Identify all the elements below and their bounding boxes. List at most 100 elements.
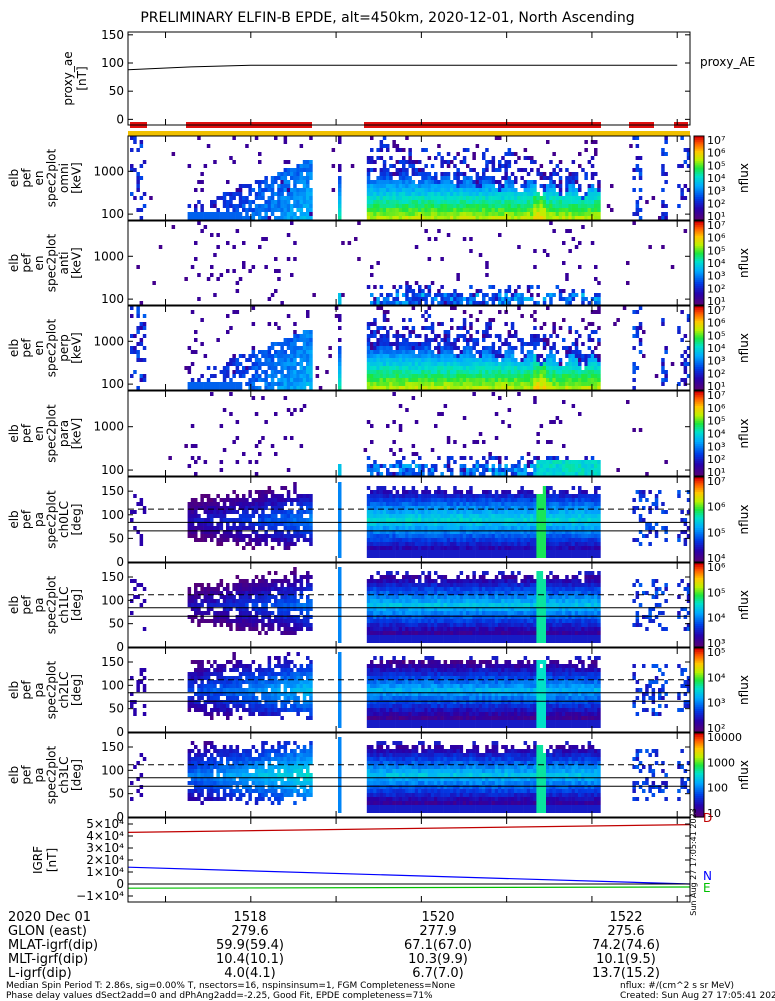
spectrogram-cell [494,362,499,366]
spectrogram-cell [194,212,198,216]
colorbar-cell [694,787,704,791]
spectrogram-cell [462,188,467,192]
spectrogram-cell [507,180,512,184]
pa-spectrogram-cell [187,522,192,526]
colorbar-cell [694,242,704,245]
pa-spectrogram-cell [248,502,252,506]
spectrogram-cell [389,184,393,188]
spectrogram-cell [501,374,505,378]
spectrogram-cell [411,358,416,362]
pa-spectrogram-cell [190,534,195,538]
spectrogram-cell [414,472,419,476]
spectrogram-cell [229,382,233,386]
spectrogram-cell [421,297,425,301]
pa-spectrogram-cell [226,518,230,522]
spectrogram-cell [526,204,531,208]
spectrogram-cell [590,200,595,204]
spectrogram-cell [546,362,550,366]
spectrogram-cell [136,148,140,152]
spectrogram-cell [514,472,518,476]
spectrogram-cell [584,192,588,196]
pa-spectrogram-cell [405,490,409,494]
spectrogram-cell [293,362,297,366]
spectrogram-cell [491,358,496,362]
spectrogram-cell [632,136,636,140]
pa-spectrogram-cell [398,538,403,542]
colorbar-cell [694,725,704,729]
spectrogram-cell [258,386,262,390]
spectrogram-cell [382,350,387,354]
spectrogram-cell [424,354,428,358]
spectrogram-cell [251,346,256,350]
spectrogram-cell [597,358,601,362]
spectrogram-cell [184,366,188,370]
spectrogram-cell [315,374,320,378]
colorbar-cell [694,621,704,625]
spectrogram-cell [638,156,643,160]
spectrogram-cell [370,208,374,212]
spectrogram-cell [446,440,451,444]
spectrogram-cell [446,204,451,208]
spectrogram-cell [296,192,300,196]
spectrogram-cell [286,370,291,374]
spectrogram-cell [594,370,598,374]
spectrogram-cell [286,346,291,350]
spectrogram-cell [232,160,236,164]
spectrogram-cell [379,184,384,188]
spectrogram-cell [530,314,534,318]
spectrogram-cell [405,168,409,172]
spectrogram-cell [424,196,428,200]
pa-spectrogram-cell [453,494,457,498]
spectrogram-cell [258,212,262,216]
colorbar-cell [694,190,704,194]
spectrogram-cell [568,370,572,374]
pa-spectrogram-cell [482,514,486,518]
pa-spectrogram-cell [338,518,342,522]
spectrogram-cell [514,180,518,184]
pa-spectrogram-cell [478,550,483,554]
spectrogram-cell [549,472,553,476]
spectrogram-cell [427,382,432,386]
spectrogram-cell [382,216,387,220]
pa-spectrogram-cell [373,538,377,542]
colorbar-cell [694,337,704,341]
spectrogram-cell [424,366,428,370]
spectrogram-cell [469,176,473,180]
colorbar-cell [694,348,704,351]
spectrogram-cell [264,180,268,184]
pa-spectrogram-cell [283,498,288,502]
pa-spectrogram-cell [443,526,448,530]
pa-spectrogram-cell [277,530,281,534]
colorbar-cell [694,648,704,651]
spectrogram-cell [616,468,620,472]
spectrogram-cell [411,164,416,168]
spectrogram-cell [485,164,489,168]
pa-spectrogram-cell [293,490,297,494]
spectrogram-cell [197,297,201,301]
spectrogram-cell [558,216,563,220]
pa-spectrogram-cell [398,546,403,550]
spectrogram-cell [472,188,476,192]
spectrogram-cell [475,460,480,464]
pa-spectrogram-cell [219,538,224,542]
pa-spectrogram-cell [213,526,217,530]
spectrogram-cell [558,212,563,216]
spectrogram-cell [488,362,492,366]
spectrogram-cell [498,378,502,382]
colorbar-cell [694,690,704,693]
spectrogram-cell [434,358,438,362]
spectrogram-cell [571,404,576,408]
spectrogram-cell [533,472,537,476]
spectrogram-cell [222,366,227,370]
spectrogram-cell [443,350,448,354]
spectrogram-cell [274,180,278,184]
spectrogram-cell [456,370,460,374]
spectrogram-cell [536,301,540,305]
spectrogram-cell [485,212,489,216]
spectrogram-cell [427,156,432,160]
spectrogram-cell [277,362,281,366]
spectrogram-cell [459,200,464,204]
pa-spectrogram-cell [450,550,454,554]
pa-spectrogram-cell [427,530,432,534]
